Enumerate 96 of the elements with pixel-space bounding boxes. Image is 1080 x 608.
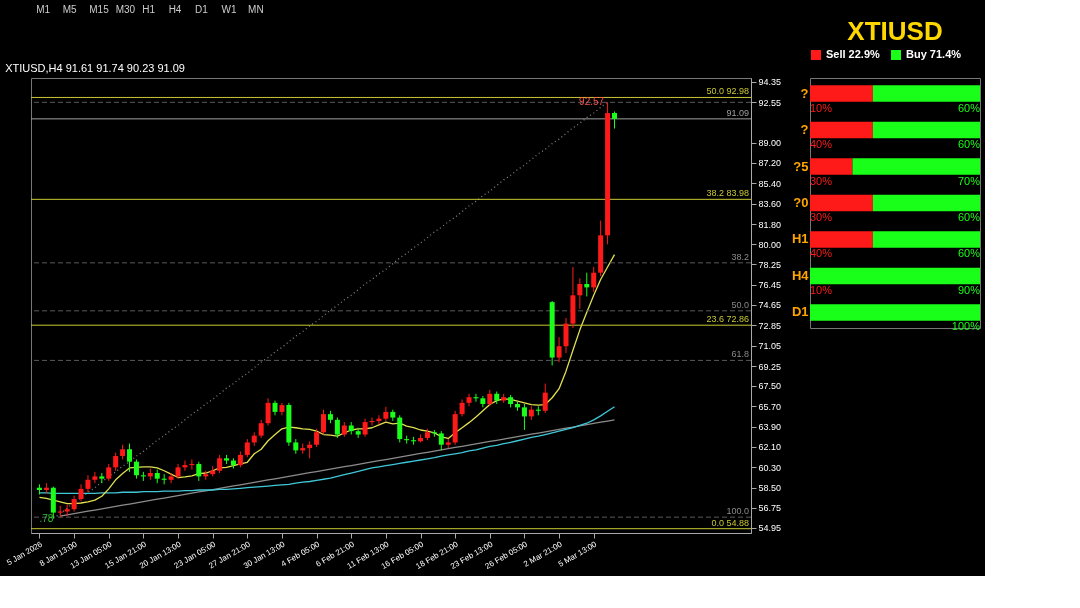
y-tick-label: 74.65 xyxy=(758,300,782,311)
candlestick xyxy=(383,406,389,422)
y-tick-label: 94.35 xyxy=(758,77,782,88)
candlestick xyxy=(362,418,368,438)
y-tick-label: H1 xyxy=(791,231,809,247)
text: D1 xyxy=(195,4,209,15)
annotation: 60% xyxy=(957,247,981,260)
annotation: 50.0 xyxy=(731,299,749,310)
text: H1 xyxy=(142,4,156,15)
candlestick xyxy=(168,472,174,484)
candlestick xyxy=(556,336,562,363)
candlestick xyxy=(85,474,91,493)
y-tick-label: 63.90 xyxy=(758,422,782,433)
candlestick xyxy=(258,419,264,439)
annotation: 100.0 xyxy=(726,506,749,517)
candlestick xyxy=(577,277,583,310)
candlestick xyxy=(196,461,202,482)
candlestick xyxy=(113,452,119,472)
annotation: 30% xyxy=(810,174,833,187)
y-tick-label: 76.45 xyxy=(758,280,782,291)
annotation: 100% xyxy=(951,320,981,333)
candlestick xyxy=(466,393,472,407)
candlestick xyxy=(314,428,320,448)
candlestick xyxy=(133,458,139,480)
y-tick-label: 62.10 xyxy=(758,442,782,453)
y-tick-label: 60.30 xyxy=(758,462,782,473)
candlestick xyxy=(244,438,250,458)
text: W1 xyxy=(221,4,238,15)
candlestick xyxy=(321,409,327,436)
annotation: 60% xyxy=(957,138,981,151)
candlestick xyxy=(591,266,597,293)
line-series xyxy=(59,419,616,517)
annotation: 40% xyxy=(810,247,833,260)
y-tick-label: 69.25 xyxy=(758,361,782,372)
annotation: 90% xyxy=(957,283,981,296)
y-tick-label: 92.55 xyxy=(758,97,782,108)
candlestick xyxy=(265,397,271,426)
legend-label: Sell 22.9% xyxy=(826,48,881,60)
text: M30 xyxy=(115,4,136,15)
candlestick xyxy=(563,317,569,354)
ref-line-label: 23.6 72.86 xyxy=(706,314,749,325)
y-tick-label: 89.00 xyxy=(758,138,782,149)
candlestick xyxy=(182,460,188,472)
candlestick xyxy=(397,414,403,443)
legend-label: Buy 71.4% xyxy=(906,48,962,60)
y-tick-label: 80.00 xyxy=(758,239,782,250)
candlestick xyxy=(334,417,340,439)
text: H4 xyxy=(168,4,182,15)
candlestick xyxy=(36,483,42,496)
candlestick xyxy=(438,430,444,451)
annotation: 10% xyxy=(810,101,833,114)
y-tick-label: 78.25 xyxy=(758,259,782,270)
y-tick-label: 85.40 xyxy=(758,178,782,189)
y-tick-label: 65.70 xyxy=(758,401,782,412)
y-tick-label: ?0 xyxy=(793,195,809,210)
candlestick xyxy=(521,403,527,431)
chart-title: XTIUSD,H4 91.61 91.74 90.23 91.09 xyxy=(5,61,185,74)
ref-line-label: 38.2 83.98 xyxy=(706,188,749,199)
ref-line-label: 50.0 92.98 xyxy=(706,86,749,97)
annotation: 61.8 xyxy=(731,349,749,360)
y-tick-label: 72.85 xyxy=(758,320,782,331)
annotation: 60% xyxy=(957,101,981,114)
text: M1 xyxy=(36,4,51,15)
y-tick-label: 71.05 xyxy=(758,341,782,352)
candlestick xyxy=(92,471,98,484)
chart-title: XTIUSD xyxy=(847,16,943,46)
annotation: .78 xyxy=(39,512,54,524)
text: M15 xyxy=(89,4,110,15)
annotation: 30% xyxy=(810,211,833,223)
candlestick xyxy=(217,454,223,474)
y-tick-label: ?5 xyxy=(793,158,809,174)
y-tick-label: H4 xyxy=(791,267,810,283)
text: MN xyxy=(248,4,264,15)
y-tick-label: 54.95 xyxy=(758,523,782,534)
annotation: 40% xyxy=(810,138,833,151)
y-tick-label: 81.80 xyxy=(758,219,782,230)
y-tick-label: 87.20 xyxy=(758,158,782,169)
ref-line-label: 0.0 54.88 xyxy=(711,517,749,528)
text: M5 xyxy=(62,4,78,15)
y-tick-label: ? xyxy=(800,122,809,138)
annotation: 60% xyxy=(957,211,981,223)
annotation: 38.2 xyxy=(731,251,749,262)
y-tick-label: ? xyxy=(800,85,809,101)
annotation: 10% xyxy=(810,283,833,296)
ref-line-label: 91.09 xyxy=(726,107,749,118)
annotation: 70% xyxy=(957,174,981,187)
y-tick-label: 83.60 xyxy=(758,199,782,210)
candlestick xyxy=(480,395,486,408)
candlestick xyxy=(127,443,133,473)
candlestick xyxy=(542,383,548,414)
y-tick-label: 67.50 xyxy=(758,381,782,392)
y-tick-label: 56.75 xyxy=(758,503,782,514)
y-tick-label: D1 xyxy=(791,304,809,320)
y-tick-label: 58.50 xyxy=(758,483,782,494)
candlestick xyxy=(376,414,382,425)
annotation: 92.57 xyxy=(579,96,605,108)
